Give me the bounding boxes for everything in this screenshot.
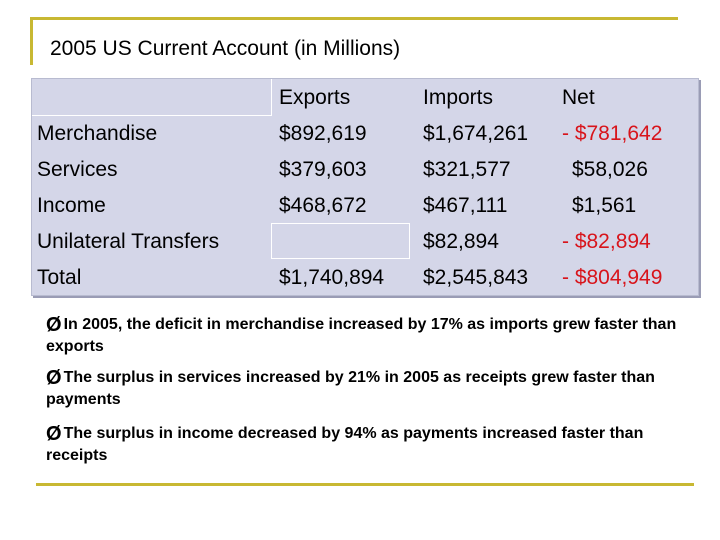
bullet-merchandise: Ø In 2005, the deficit in merchandise inc…	[46, 314, 686, 357]
cell-income-exports: $468,672	[279, 194, 367, 217]
cell-merchandise-exports: $892,619	[279, 122, 367, 145]
slide-title: 2005 US Current Account (in Millions)	[50, 37, 401, 60]
row-label-unilateral-transfers: Unilateral Transfers	[37, 230, 220, 253]
cell-total-net: - $804,949	[562, 266, 663, 289]
bullet-income: Ø The surplus in income decreased by 94% …	[46, 423, 686, 466]
frame-left-rule	[30, 17, 33, 65]
bullet-text: The surplus in services increased by 21%…	[46, 369, 655, 408]
header-imports: Imports	[423, 86, 494, 109]
cell-total-exports: $1,740,894	[279, 266, 385, 289]
row-label-total: Total	[37, 266, 82, 289]
header-exports: Exports	[279, 86, 351, 109]
cell-income-net: $1,561	[572, 194, 637, 217]
current-account-table: Exports Imports Net Merchandise $892,619…	[31, 78, 699, 296]
row-label-merchandise: Merchandise	[37, 122, 158, 145]
cell-services-imports: $321,577	[423, 158, 511, 181]
bullet-text: The surplus in income decreased by 94% a…	[46, 425, 644, 464]
cell-services-net: $58,026	[572, 158, 648, 181]
cell-merchandise-imports: $1,674,261	[423, 122, 529, 145]
arrow-bullet-icon: Ø	[46, 314, 62, 336]
cell-unilateral-imports: $82,894	[423, 230, 499, 253]
cell-income-imports: $467,111	[423, 194, 508, 217]
cell-services-exports: $379,603	[279, 158, 367, 181]
arrow-bullet-icon: Ø	[46, 423, 62, 445]
row-label-services: Services	[37, 158, 118, 181]
bullet-text: In 2005, the deficit in merchandise incr…	[46, 316, 677, 355]
bullet-services: Ø The surplus in services increased by 21…	[46, 367, 686, 410]
cell-merchandise-net: - $781,642	[562, 122, 663, 145]
cell-total-imports: $2,545,843	[423, 266, 529, 289]
row-label-income: Income	[37, 194, 106, 217]
table-corner-cell	[32, 79, 272, 116]
cell-unilateral-net: - $82,894	[562, 230, 651, 253]
frame-bottom-rule	[36, 483, 694, 486]
cell-unilateral-exports	[271, 223, 410, 259]
header-net: Net	[562, 86, 595, 109]
frame-top-rule	[30, 17, 678, 20]
arrow-bullet-icon: Ø	[46, 367, 62, 389]
